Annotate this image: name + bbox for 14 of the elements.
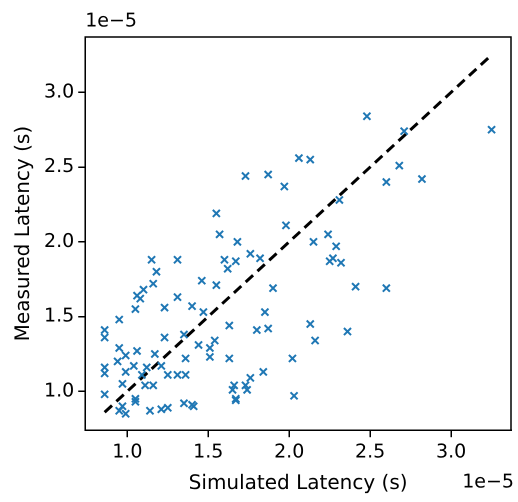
- y-axis-title: Measured Latency (s): [10, 126, 34, 342]
- text: 1e−5: [85, 9, 138, 32]
- text: 1e−5: [462, 470, 514, 492]
- x-axis-title: Simulated Latency (s): [188, 470, 408, 494]
- x-tick-label: 1.0: [112, 440, 142, 463]
- x-tick-label: 2.0: [274, 440, 304, 463]
- x-tick-label: 1.5: [193, 440, 224, 463]
- x-tick-label: 2.5: [355, 440, 386, 463]
- y-tick-label: 3.0: [44, 80, 74, 102]
- y-tick-label: 1.0: [44, 379, 74, 402]
- y-tick-label: 2.5: [44, 155, 74, 178]
- y-tick-label: 2.0: [44, 230, 74, 252]
- y-tick-label: 1.5: [44, 304, 74, 327]
- x-tick-label: 3.0: [436, 440, 466, 463]
